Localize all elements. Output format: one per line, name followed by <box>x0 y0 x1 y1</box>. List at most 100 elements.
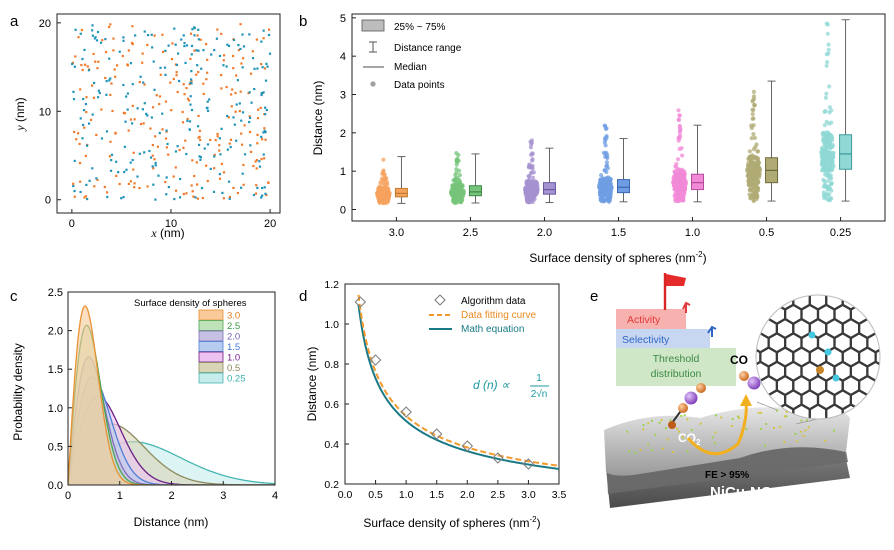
scatter-point-2 <box>241 111 245 114</box>
data-point <box>823 95 829 100</box>
activity-label: Activity <box>627 314 661 326</box>
graphene-ring <box>756 389 770 411</box>
data-point <box>381 157 386 162</box>
legend-points-label: Data points <box>394 80 445 91</box>
scatter-point-1 <box>209 138 212 142</box>
scatter-point-1 <box>257 108 260 111</box>
scatter-point-1 <box>262 37 265 40</box>
scatter-point-2 <box>86 197 89 201</box>
panel-b-xlabel-unit: (nm <box>675 251 696 265</box>
scatter-point-2 <box>260 93 263 97</box>
scatter-point-2 <box>213 48 216 52</box>
data-point <box>825 135 830 140</box>
scatter-point-2 <box>228 197 231 200</box>
data-point <box>603 137 608 142</box>
scatter-point-2 <box>191 28 194 31</box>
data-point <box>747 183 752 188</box>
x-tick-label: 2.5 <box>491 489 506 501</box>
scatter-point-2 <box>189 103 192 106</box>
scatter-point-2 <box>199 156 202 159</box>
surface-site <box>642 428 645 431</box>
scatter-point-2 <box>123 170 126 174</box>
scatter-point-2 <box>93 37 96 40</box>
scatter-point-2 <box>233 123 236 126</box>
scatter-point-1 <box>131 104 134 107</box>
data-point <box>676 182 681 187</box>
surface-site <box>664 427 668 430</box>
scatter-point-1 <box>155 94 158 97</box>
surface-site <box>807 426 810 429</box>
data-point <box>749 176 754 181</box>
scatter-point-1 <box>248 115 251 118</box>
scatter-point-2 <box>164 49 167 52</box>
scatter-point-1 <box>199 38 202 41</box>
legend-range-icon <box>369 41 377 53</box>
scatter-point-2 <box>164 73 167 76</box>
panel-label-a: a <box>10 13 19 30</box>
scatter-point-1 <box>77 36 80 39</box>
scatter-point-2 <box>110 159 113 162</box>
scatter-point-2 <box>91 113 94 116</box>
data-point <box>529 170 534 175</box>
scatter-point-1 <box>195 161 198 164</box>
scatter-point-1 <box>158 102 161 106</box>
scatter-point-2 <box>190 53 193 56</box>
scatter-point-1 <box>220 32 223 36</box>
scatter-point-1 <box>174 189 178 192</box>
data-point <box>383 177 388 182</box>
scatter-point-1 <box>248 130 252 134</box>
scatter-point-1 <box>138 80 141 84</box>
data-point <box>603 126 609 131</box>
data-point <box>820 132 825 137</box>
data-point <box>529 140 534 145</box>
legend-label-2.5: 2.5 <box>227 321 240 332</box>
scatter-point-1 <box>170 109 173 112</box>
scatter-point-2 <box>213 155 216 158</box>
surface-site <box>730 424 733 428</box>
scatter-point-1 <box>198 135 201 139</box>
scatter-point-2 <box>151 165 154 168</box>
legend-median-label: Median <box>394 62 427 73</box>
scatter-point-2 <box>176 52 180 55</box>
scatter-point-2 <box>197 143 201 147</box>
legend-swatch-0.5 <box>198 362 224 373</box>
site-atom <box>816 366 824 374</box>
legend-box-label: 25% ~ 75% <box>394 22 446 33</box>
y-tick-label: 1.5 <box>48 364 63 376</box>
data-point <box>750 107 755 112</box>
scatter-point-2 <box>143 151 146 154</box>
data-point <box>826 47 831 52</box>
scatter-point-1 <box>142 122 145 125</box>
scatter-point-2 <box>235 103 238 106</box>
legend-swatch-1.0 <box>198 351 224 363</box>
scatter-point-2 <box>150 116 153 119</box>
data-point <box>380 194 385 199</box>
y-tick-label: 0 <box>45 195 51 207</box>
scatter-point-2 <box>72 98 76 101</box>
y-tick-label: 0.8 <box>324 359 339 371</box>
data-point <box>604 177 609 182</box>
data-point <box>673 190 679 195</box>
scatter-point-1 <box>141 52 144 55</box>
surface-site <box>676 427 679 430</box>
scatter-point-2 <box>104 38 107 41</box>
scatter-point-2 <box>136 175 139 178</box>
data-point <box>602 123 607 128</box>
scatter-point-2 <box>136 107 139 110</box>
scatter-point-2 <box>91 24 94 27</box>
scatter-point-2 <box>83 109 86 112</box>
scatter-point-2 <box>264 130 267 134</box>
surface-site <box>794 432 797 435</box>
scatter-point-1 <box>196 197 200 200</box>
scatter-point-2 <box>146 114 149 117</box>
surface-site <box>647 443 650 446</box>
surface-site <box>720 416 723 419</box>
graphene-ring <box>816 295 836 297</box>
scatter-point-1 <box>216 135 219 138</box>
scatter-point-2 <box>248 33 251 36</box>
scatter-point-2 <box>158 131 161 135</box>
data-point <box>752 192 757 197</box>
data-point <box>820 166 826 171</box>
scatter-point-1 <box>83 63 87 66</box>
data-point <box>822 141 827 147</box>
